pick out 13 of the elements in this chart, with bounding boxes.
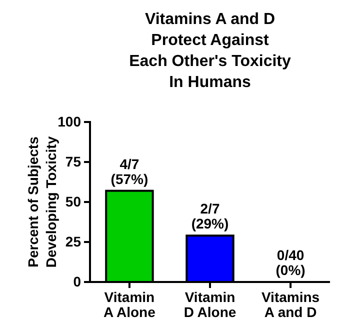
chart-title: Vitamins A and D Protect Against Each Other's Toxicity In Humans — [129, 11, 291, 91]
x-tick-label: Vitamins A and D — [261, 289, 320, 320]
y-tick-label: 75 — [65, 153, 82, 170]
y-tick-label: 0 — [73, 273, 82, 290]
y-tick-label: 25 — [65, 233, 82, 250]
x-tick-label: Vitamin A Alone — [104, 289, 156, 320]
data-label: 2/7 (29%) — [191, 200, 229, 232]
y-tick-label: 100 — [58, 113, 82, 130]
data-label: 0/40 (0%) — [276, 247, 306, 278]
y-tick-label: 50 — [65, 193, 82, 210]
x-tick-label: Vitamin D Alone — [184, 289, 236, 320]
data-label: 4/7 (57%) — [110, 156, 148, 187]
y-axis-title: Percent of Subjects Developing Toxicity — [25, 136, 59, 268]
